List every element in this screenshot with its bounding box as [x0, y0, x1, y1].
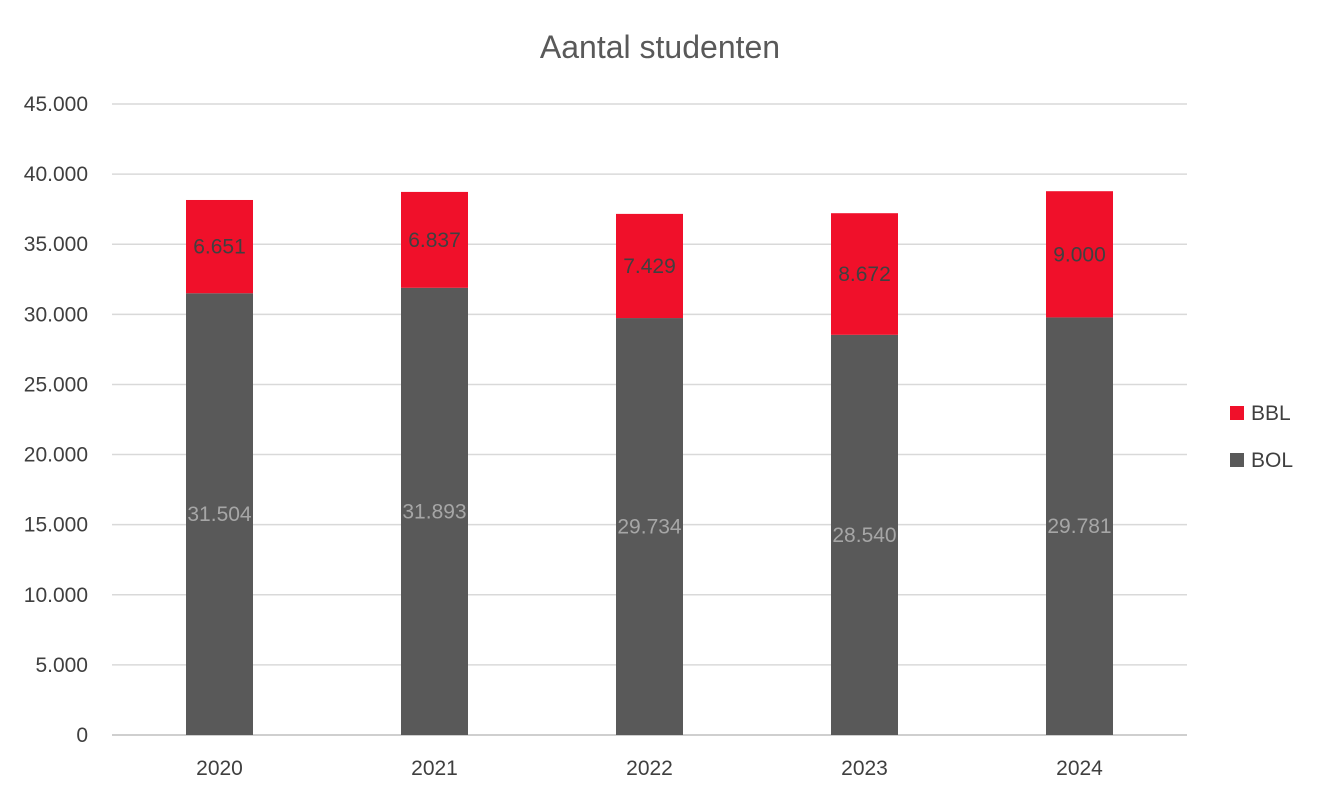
legend-swatch-bol [1230, 453, 1244, 467]
data-label-bbl: 8.672 [838, 263, 891, 286]
bar-segment-bol [616, 318, 683, 735]
bar-segment-bbl [186, 199, 253, 294]
data-label-bol: 29.781 [1047, 515, 1111, 538]
data-label-bbl: 9.000 [1053, 243, 1106, 266]
x-tick-label: 2022 [626, 757, 673, 780]
x-tick-label: 2024 [1056, 757, 1103, 780]
bar-segment-bbl [616, 213, 683, 319]
x-axis: 2020 2021 2022 2023 2024 [196, 757, 1103, 780]
y-tick-label: 15.000 [24, 514, 88, 537]
y-tick-label: 0 [76, 724, 88, 747]
bar-segment-bol [831, 334, 898, 735]
y-tick-label: 25.000 [24, 373, 88, 396]
y-tick-label: 30.000 [24, 303, 88, 326]
legend-label-bbl: BBL [1251, 402, 1291, 425]
y-tick-label: 35.000 [24, 233, 88, 256]
bar-segment-bbl [831, 213, 898, 335]
chart-title: Aantal studenten [540, 29, 780, 65]
data-label-bol: 31.504 [187, 503, 252, 526]
bars: 31.504 6.651 31.893 6.837 29.734 7.429 28.540 8… [186, 191, 1113, 735]
bar-segment-bol [401, 287, 468, 735]
legend-swatch-bbl [1230, 406, 1244, 420]
y-axis: 0 5.000 10.000 15.000 20.000 25.000 30.000 35.0… [24, 93, 88, 747]
y-tick-label: 20.000 [24, 444, 88, 467]
bar-segment-bbl [1046, 191, 1113, 318]
legend-label-bol: BOL [1251, 449, 1293, 472]
data-label-bol: 29.734 [617, 516, 682, 539]
x-tick-label: 2020 [196, 757, 243, 780]
data-label-bol: 28.540 [832, 524, 896, 547]
data-label-bbl: 7.429 [623, 255, 676, 278]
y-tick-label: 10.000 [24, 584, 88, 607]
data-label-bbl: 6.837 [408, 229, 461, 252]
bar-segment-bbl [401, 191, 468, 288]
y-tick-label: 45.000 [24, 93, 88, 116]
x-tick-label: 2023 [841, 757, 888, 780]
data-label-bol: 31.893 [402, 500, 466, 523]
y-tick-label: 5.000 [35, 654, 88, 677]
x-tick-label: 2021 [411, 757, 458, 780]
data-label-bbl: 6.651 [193, 236, 246, 259]
legend: BBL BOL [1230, 402, 1293, 472]
y-tick-label: 40.000 [24, 163, 88, 186]
bar-segment-bol [186, 293, 253, 735]
bar-segment-bol [1046, 317, 1113, 735]
